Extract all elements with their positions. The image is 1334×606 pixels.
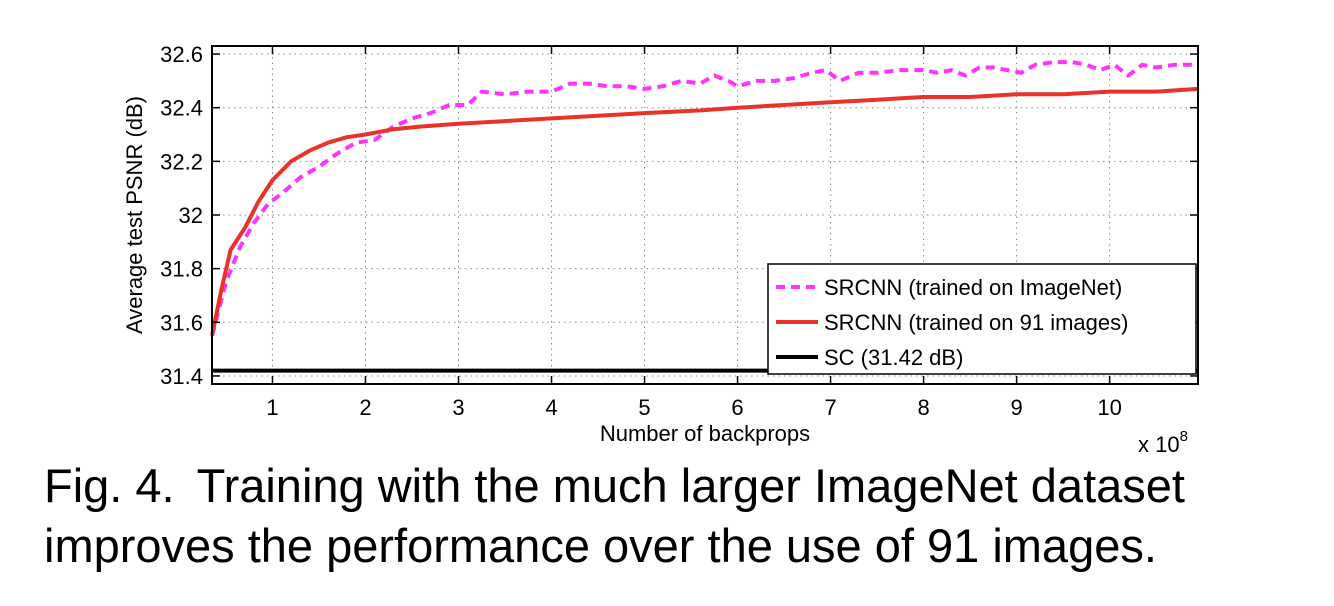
figure-caption: Fig. 4. Training with the much larger Ima… bbox=[44, 456, 1324, 576]
y-tick-label: 32 bbox=[179, 203, 203, 228]
y-tick-label: 31.4 bbox=[160, 364, 203, 389]
x-axis-multiplier-exponent: 8 bbox=[1180, 428, 1188, 445]
y-axis-label: Average test PSNR (dB) bbox=[122, 96, 147, 334]
x-axis-multiplier: x 108 bbox=[1138, 428, 1188, 457]
x-tick-label: 7 bbox=[824, 395, 836, 420]
x-tick-label: 9 bbox=[1010, 395, 1022, 420]
x-tick-label: 3 bbox=[452, 395, 464, 420]
series-line-1 bbox=[210, 60, 1194, 337]
y-tick-label: 32.6 bbox=[160, 42, 203, 67]
x-tick-label: 2 bbox=[359, 395, 371, 420]
y-tick-label: 31.8 bbox=[160, 257, 203, 282]
x-tick-label: 5 bbox=[638, 395, 650, 420]
x-tick-label: 4 bbox=[545, 395, 557, 420]
legend-entry-3: SC (31.42 dB) bbox=[824, 345, 963, 370]
caption-line-2: improves the performance over the use of… bbox=[44, 519, 1157, 572]
legend: SRCNN (trained on ImageNet) SRCNN (traine… bbox=[767, 263, 1197, 375]
x-tick-label: 6 bbox=[731, 395, 743, 420]
legend-entry-1: SRCNN (trained on ImageNet) bbox=[824, 275, 1122, 300]
axis-ticks: 1 2 3 4 5 6 7 8 9 10 31.4 31.6 31.8 32 32.2 32.4 32.6 bbox=[160, 42, 1198, 420]
x-tick-label: 8 bbox=[917, 395, 929, 420]
x-axis-label: Number of backprops bbox=[600, 421, 810, 446]
series-line-2 bbox=[210, 86, 1199, 337]
x-axis-multiplier-base: x 10 bbox=[1138, 432, 1180, 457]
psnr-line-chart: 1 2 3 4 5 6 7 8 9 10 31.4 31.6 31.8 32 32.2 32.4 32.6 SR… bbox=[122, 42, 1199, 457]
x-tick-label: 10 bbox=[1097, 395, 1121, 420]
caption-line-1: Fig. 4. Training with the much larger Ima… bbox=[44, 456, 1324, 516]
x-tick-label: 1 bbox=[266, 395, 278, 420]
y-tick-label: 32.4 bbox=[160, 96, 203, 121]
y-tick-label: 32.2 bbox=[160, 149, 203, 174]
legend-box bbox=[767, 263, 1197, 375]
y-tick-label: 31.6 bbox=[160, 310, 203, 335]
figure-number: Fig. 4. bbox=[44, 459, 175, 512]
caption-text-1: Training with the much larger ImageNet d… bbox=[196, 459, 1185, 512]
legend-entry-2: SRCNN (trained on 91 images) bbox=[824, 310, 1128, 335]
